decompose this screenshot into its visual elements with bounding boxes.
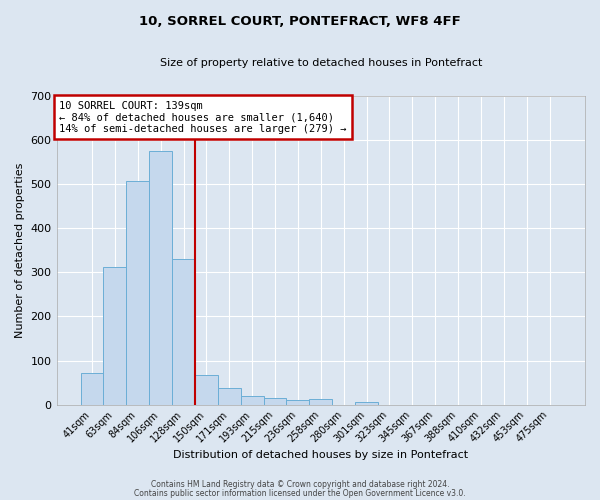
Bar xyxy=(127,181,149,404)
Bar xyxy=(355,402,378,404)
Bar xyxy=(286,400,310,404)
Bar xyxy=(241,396,263,404)
Bar xyxy=(149,151,172,405)
Text: 10 SORREL COURT: 139sqm
← 84% of detached houses are smaller (1,640)
14% of semi: 10 SORREL COURT: 139sqm ← 84% of detache… xyxy=(59,100,347,134)
Y-axis label: Number of detached properties: Number of detached properties xyxy=(15,162,25,338)
Bar xyxy=(310,400,332,404)
Text: Contains public sector information licensed under the Open Government Licence v3: Contains public sector information licen… xyxy=(134,488,466,498)
Text: 10, SORREL COURT, PONTEFRACT, WF8 4FF: 10, SORREL COURT, PONTEFRACT, WF8 4FF xyxy=(139,15,461,28)
Bar xyxy=(80,373,103,404)
Bar xyxy=(218,388,241,404)
Text: Contains HM Land Registry data © Crown copyright and database right 2024.: Contains HM Land Registry data © Crown c… xyxy=(151,480,449,489)
Bar xyxy=(263,398,286,404)
X-axis label: Distribution of detached houses by size in Pontefract: Distribution of detached houses by size … xyxy=(173,450,469,460)
Bar xyxy=(103,267,127,404)
Title: Size of property relative to detached houses in Pontefract: Size of property relative to detached ho… xyxy=(160,58,482,68)
Bar xyxy=(195,374,218,404)
Bar xyxy=(172,259,195,404)
